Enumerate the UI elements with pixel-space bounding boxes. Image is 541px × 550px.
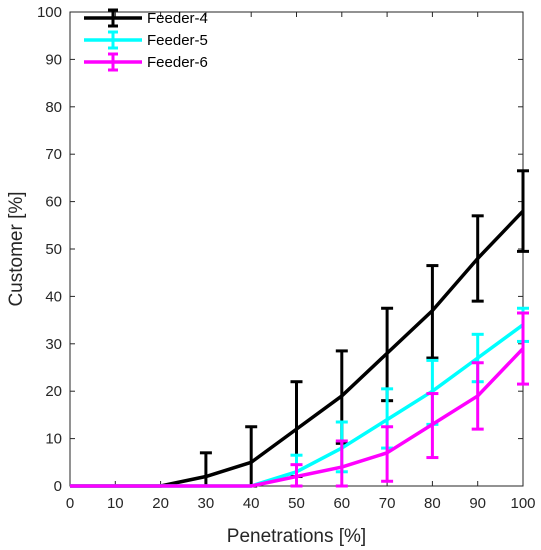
y-tick-label: 10 [45, 431, 62, 448]
x-tick-label: 0 [66, 495, 74, 512]
y-tick-label: 20 [45, 383, 62, 400]
legend-item-feeder-5: Feeder-5 [84, 30, 208, 50]
x-tick-label: 80 [424, 495, 441, 512]
x-tick-label: 100 [510, 495, 535, 512]
series-feeder-6 [70, 311, 529, 488]
series-feeder-4 [70, 169, 529, 488]
y-tick-label: 40 [45, 288, 62, 305]
series-feeder-5 [70, 306, 529, 488]
legend-label: Feeder-4 [147, 10, 208, 27]
x-tick-label: 10 [107, 495, 124, 512]
legend-item-feeder-4: Feeder-4 [84, 8, 208, 28]
legend-item-feeder-6: Feeder-6 [84, 52, 208, 72]
y-axis-label: Customer [%] [6, 191, 27, 306]
y-tick-label: 30 [45, 336, 62, 353]
x-tick-label: 60 [333, 495, 350, 512]
y-tick-label: 90 [45, 51, 62, 68]
series-layer [70, 169, 529, 488]
y-tick-label: 60 [45, 194, 62, 211]
y-tick-label: 100 [37, 4, 62, 21]
y-tick-label: 70 [45, 146, 62, 163]
x-tick-label: 70 [379, 495, 396, 512]
axes: 0 10 20 30 40 50 60 70 80 90 100 0 10 20 30 40 50 60 70 80 9… [37, 4, 536, 512]
x-axis-label: Penetrations [%] [227, 526, 366, 547]
legend-label: Feeder-5 [147, 32, 208, 49]
y-tick-label: 80 [45, 99, 62, 116]
x-tick-label: 30 [198, 495, 215, 512]
legend: Feeder-4 Feeder-5 Feeder-6 [84, 8, 208, 72]
x-tick-label: 20 [152, 495, 169, 512]
x-tick-label: 90 [469, 495, 486, 512]
legend-label: Feeder-6 [147, 54, 208, 71]
x-tick-label: 40 [243, 495, 260, 512]
y-tick-label: 50 [45, 241, 62, 258]
x-tick-label: 50 [288, 495, 305, 512]
y-tick-label: 0 [54, 478, 62, 495]
